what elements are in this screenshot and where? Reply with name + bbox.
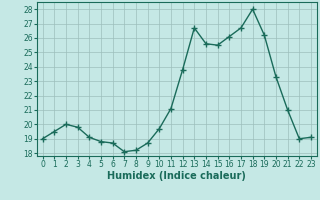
X-axis label: Humidex (Indice chaleur): Humidex (Indice chaleur) [108,171,246,181]
